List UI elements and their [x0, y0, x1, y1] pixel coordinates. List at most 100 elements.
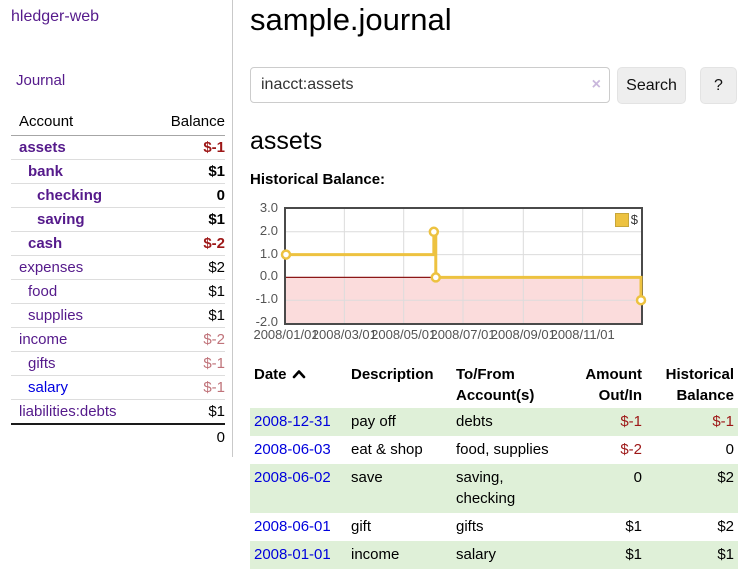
account-link[interactable]: liabilities:debts: [19, 403, 117, 420]
account-name-cell: supplies: [11, 303, 146, 328]
register-header-amount: Amount Out/In: [585, 366, 642, 404]
x-tick-label: 2008/05/01: [371, 327, 437, 342]
transaction-description: eat & shop: [351, 440, 423, 458]
search-form: × Search ?: [250, 67, 738, 104]
account-balance: $-2: [145, 327, 225, 352]
account-row: bank $1: [11, 159, 225, 184]
historical-balance-chart: 3.0 2.0 1.0 0.0 -1.0 -2.0 $ 2008/01/01 2008/03…: [250, 199, 650, 345]
account-name-cell: expenses: [11, 255, 146, 280]
accounts-header-row: Account Balance: [11, 111, 225, 136]
y-tick-label: -2.0: [255, 314, 278, 329]
account-link[interactable]: food: [28, 283, 58, 300]
transaction-date-cell: 2008-06-01: [250, 513, 347, 541]
account-row: salary $-1: [11, 375, 225, 400]
app-title-link[interactable]: hledger-web: [11, 8, 100, 25]
transaction-balance: $2: [717, 468, 734, 486]
chart-canvas: [280, 209, 647, 323]
account-balance: $-2: [145, 231, 225, 256]
main-content: sample.journal × Search ? assets Histori…: [233, 0, 742, 582]
account-name-cell: cash: [11, 231, 146, 256]
transaction-description: save: [351, 468, 383, 486]
transaction-description: pay off: [351, 413, 396, 430]
account-link[interactable]: salary: [28, 379, 69, 396]
transaction-date-cell: 2008-01-01: [250, 541, 347, 569]
account-name-cell: income: [11, 327, 146, 352]
transaction-description: income: [351, 545, 400, 563]
account-name-cell: gifts: [11, 351, 146, 376]
account-row: food $1: [11, 279, 225, 304]
account-balance: $2: [145, 255, 225, 280]
account-row: expenses $2: [11, 255, 225, 280]
accounts-total-value: 0: [11, 423, 225, 449]
account-name-cell: food: [11, 279, 146, 304]
transaction-date-link[interactable]: 2008-06-01: [254, 518, 331, 535]
transaction-date-link[interactable]: 2008-12-31: [254, 413, 331, 430]
search-input[interactable]: [250, 67, 610, 103]
y-tick-label: 3.0: [259, 200, 278, 215]
transaction-description: gift: [351, 518, 372, 535]
transaction-accounts: debts: [456, 413, 493, 430]
account-name-cell: checking: [11, 183, 146, 208]
transaction-date-cell: 2008-06-02: [250, 464, 347, 514]
account-link[interactable]: gifts: [28, 355, 56, 372]
account-link[interactable]: bank: [28, 163, 64, 180]
accounts-header-account: Account: [11, 111, 146, 136]
register-header-row: Date Description To/From Account(s) Amount …: [250, 362, 738, 408]
y-tick-label: 2.0: [259, 222, 278, 238]
account-link[interactable]: saving: [37, 211, 85, 228]
transaction-date-cell: 2008-06-03: [250, 436, 347, 464]
account-row: income $-2: [11, 327, 225, 352]
account-name-cell: liabilities:debts: [11, 399, 146, 425]
account-name-cell: salary: [11, 375, 146, 400]
transaction-row: 2008-06-01 gift gifts $1 $2: [250, 513, 738, 541]
transaction-accounts: salary: [456, 545, 497, 563]
y-tick-label: 0.0: [259, 268, 278, 284]
transaction-balance: $1: [717, 545, 734, 563]
sidebar-item-journal[interactable]: Journal: [16, 72, 66, 89]
y-tick-label: -1.0: [255, 291, 278, 307]
account-balance: $1: [145, 159, 225, 184]
register-header-date[interactable]: Date: [250, 362, 347, 408]
account-link[interactable]: expenses: [19, 259, 84, 276]
accounts-table: Account Balance assets $-1 bank $1 checking 0…: [11, 111, 225, 449]
transaction-row: 2008-12-31 pay off debts $-1 $-1: [250, 408, 738, 436]
account-link[interactable]: assets: [19, 139, 66, 156]
x-tick-label: 2008/03/01: [311, 327, 377, 342]
search-button[interactable]: Search: [617, 67, 686, 104]
transaction-amount: 0: [633, 468, 642, 486]
transaction-date-link[interactable]: 2008-01-01: [254, 545, 331, 563]
account-link[interactable]: checking: [37, 187, 103, 204]
account-link[interactable]: cash: [28, 235, 63, 252]
account-name-cell: saving: [11, 207, 146, 232]
transaction-balance: $-1: [712, 413, 734, 430]
register-table: Date Description To/From Account(s) Amount …: [250, 362, 738, 569]
account-link[interactable]: income: [19, 331, 68, 348]
transaction-amount: $-1: [620, 413, 642, 430]
x-tick-label: 2008/07/01: [430, 327, 496, 342]
legend-label: $: [630, 212, 638, 227]
sidebar: hledger-web Journal Account Balance asse…: [0, 0, 233, 457]
account-row: gifts $-1: [11, 351, 225, 376]
transaction-accounts: food, supplies: [456, 440, 549, 458]
clear-search-icon[interactable]: ×: [591, 76, 601, 93]
account-link[interactable]: supplies: [28, 307, 84, 324]
account-balance: $1: [145, 303, 225, 328]
account-name-cell: bank: [11, 159, 146, 184]
transaction-amount: $-2: [620, 440, 642, 458]
account-row: checking 0: [11, 183, 225, 208]
transaction-row: 2008-06-02 save saving, checking 0 $2: [250, 463, 738, 514]
register-header-historical: Historical Balance: [665, 366, 734, 404]
account-row: supplies $1: [11, 303, 225, 328]
y-tick-label: 1.0: [259, 245, 278, 261]
account-balance: $-1: [145, 375, 225, 400]
transaction-date-link[interactable]: 2008-06-02: [254, 468, 331, 486]
transaction-balance: $2: [717, 518, 734, 535]
account-balance: $-1: [145, 351, 225, 376]
chart-title: Historical Balance:: [250, 171, 386, 188]
sort-ascending-icon: [292, 366, 306, 383]
transaction-date-link[interactable]: 2008-06-03: [254, 440, 331, 458]
help-button[interactable]: ?: [700, 67, 737, 104]
x-tick-label: 2008/11/01: [550, 327, 615, 342]
transaction-row: 2008-01-01 income salary $1 $1: [250, 540, 738, 569]
x-tick-label: 2008/01/01: [253, 327, 319, 342]
